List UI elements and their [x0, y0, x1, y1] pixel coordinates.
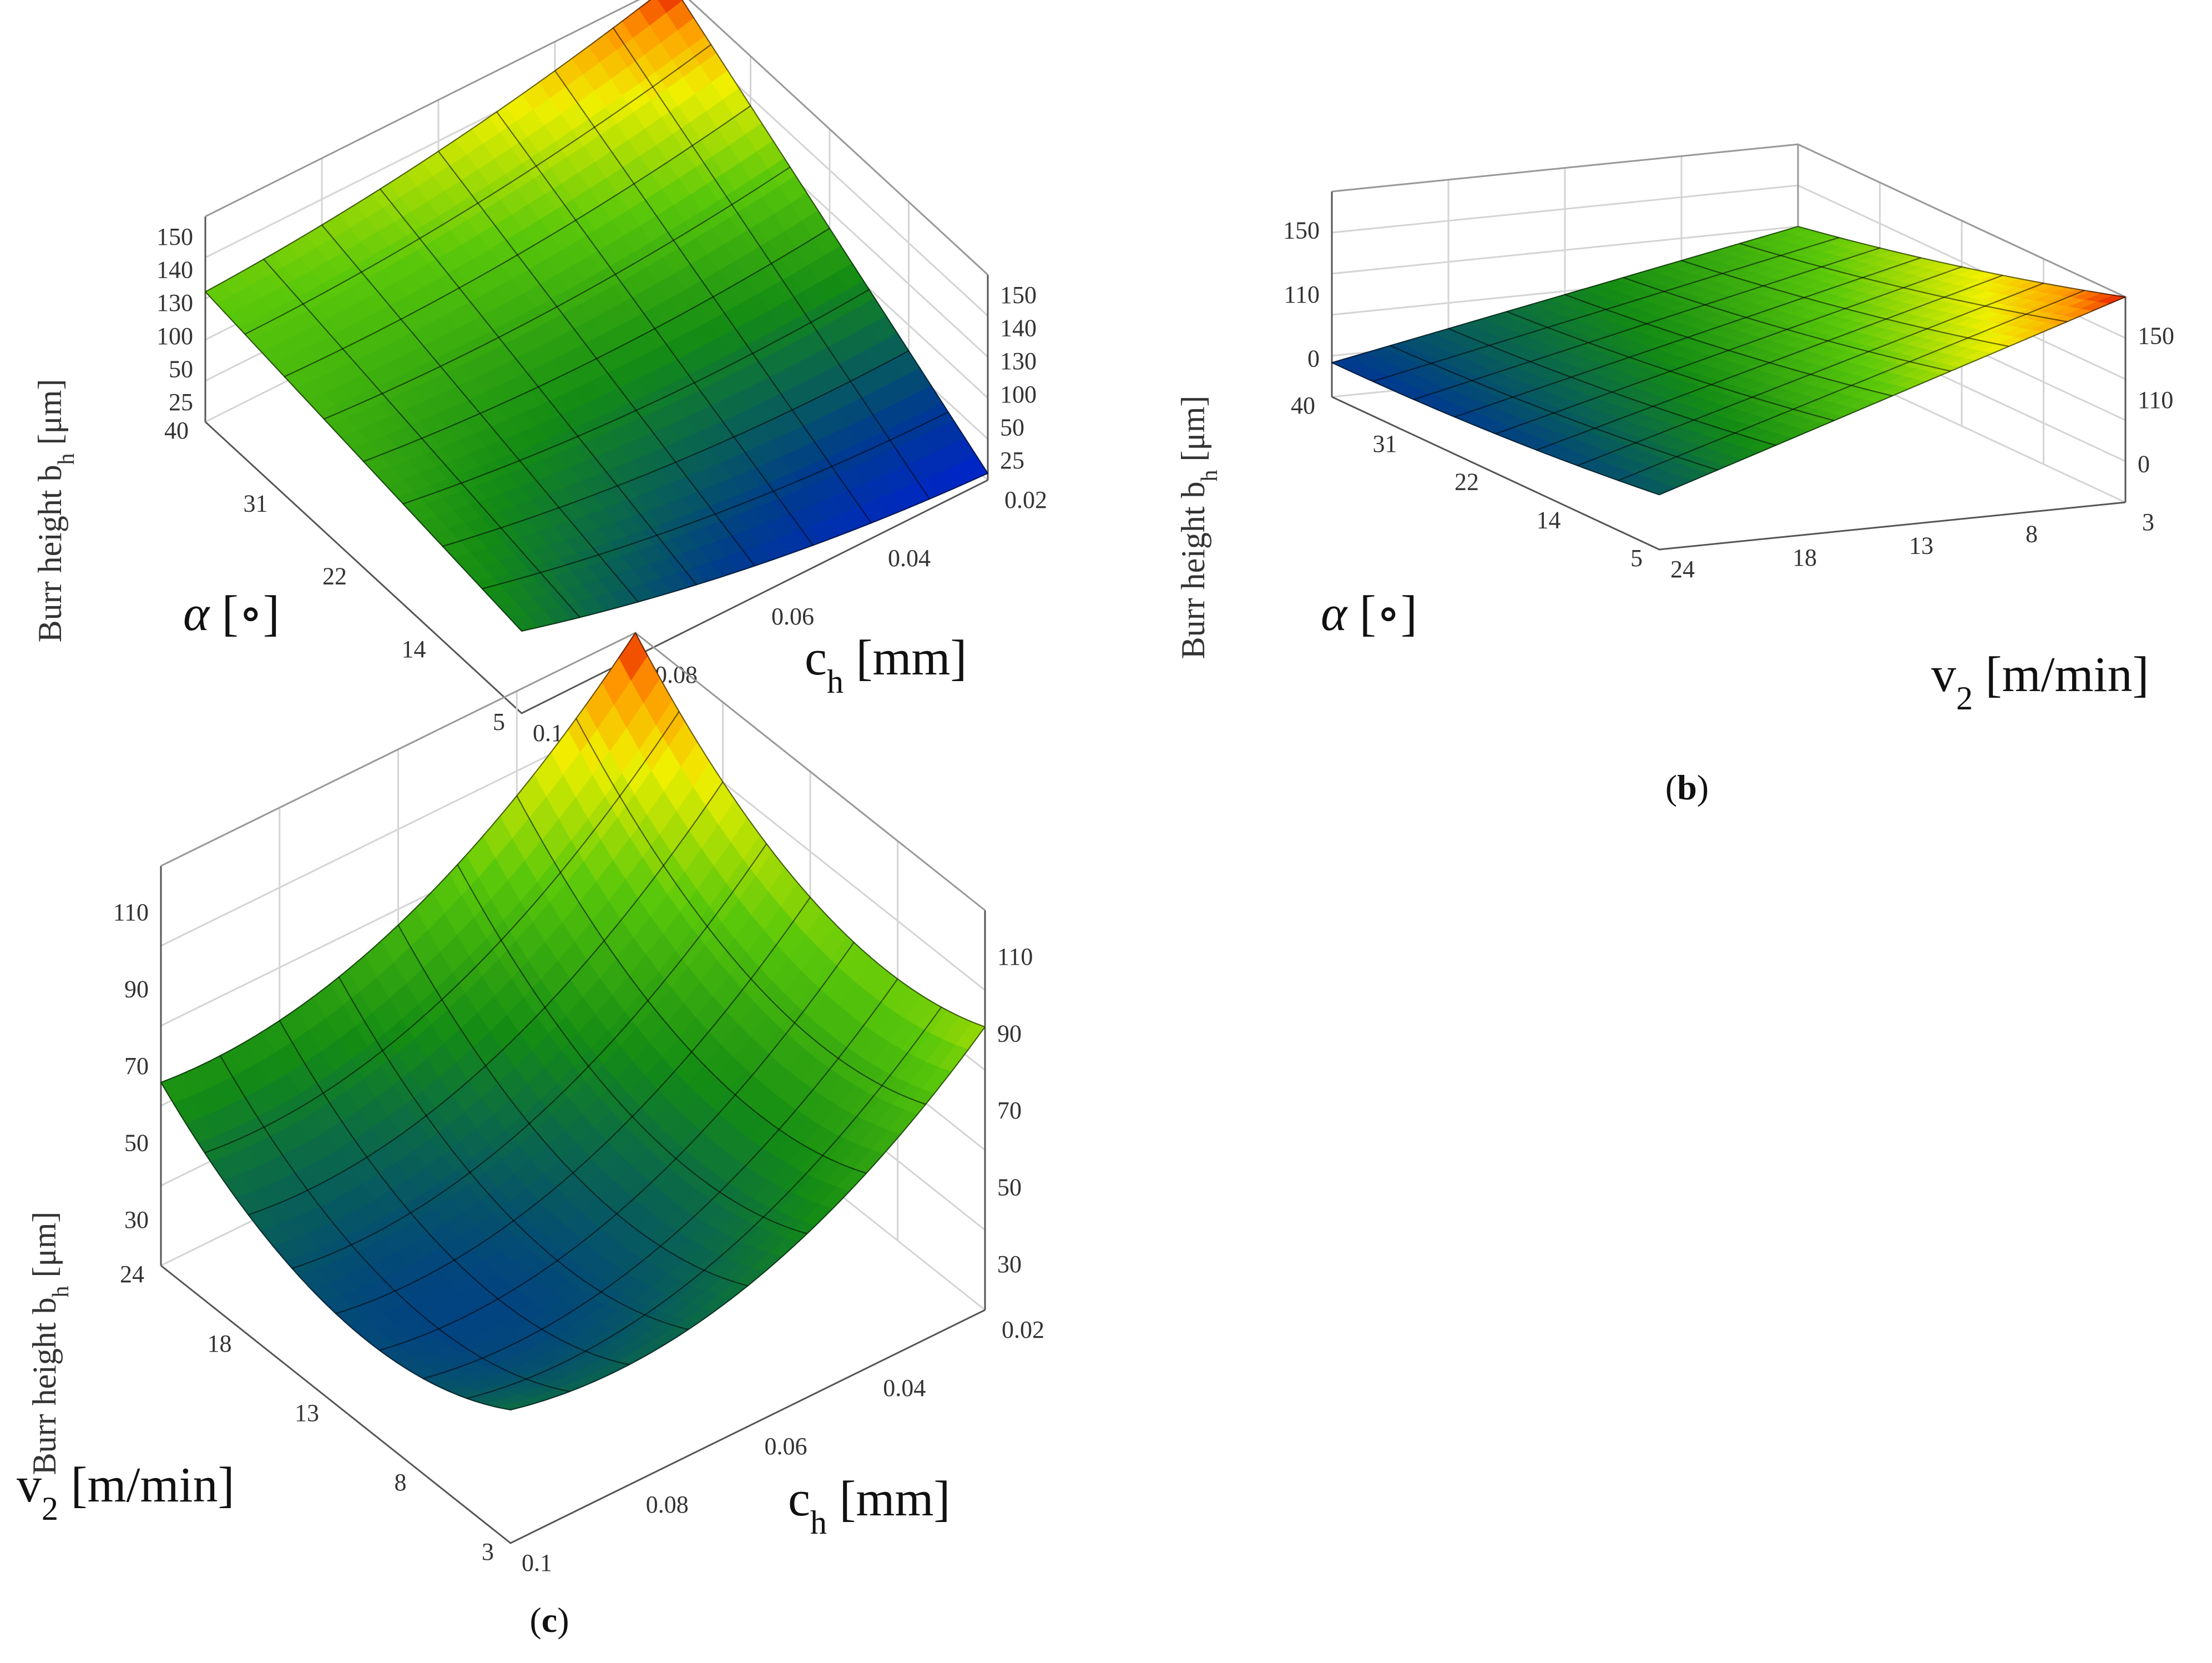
x-tick-label-b: 3 — [2142, 508, 2154, 536]
x-axis-label-c: ch [mm] — [788, 1471, 950, 1541]
surface-c — [160, 632, 986, 1410]
z-axis-label-b: Burr height bh [μm] — [1175, 396, 1223, 659]
z-tick-left-b: 0 — [1307, 345, 1320, 372]
x-tick-label-c: 0.08 — [646, 1491, 689, 1518]
z-tick-left-c: 70 — [124, 1052, 149, 1080]
x-tick-label-a: 0.04 — [888, 545, 931, 572]
z-tick-left-a: 150 — [156, 223, 193, 250]
z-tick-left-a: 50 — [169, 356, 193, 383]
y-tick-label-a: 40 — [164, 417, 189, 444]
x-tick-label-b: 18 — [1792, 544, 1817, 571]
y-tick-label-b: 5 — [1630, 545, 1643, 572]
z-tick-right-c: 90 — [997, 1020, 1022, 1047]
x-tick-label-c: 0.04 — [883, 1374, 926, 1402]
z-tick-right-c: 30 — [997, 1251, 1022, 1278]
y-tick-label-b: 22 — [1455, 468, 1479, 496]
y-tick-label-c: 8 — [395, 1469, 407, 1496]
surface-b — [1330, 226, 2127, 496]
floor-edge-c — [160, 1264, 986, 1544]
x-axis-label-b: v2 [m/min] — [1931, 647, 2149, 717]
z-tick-right-a: 50 — [1000, 414, 1024, 441]
y-tick-label-c: 3 — [482, 1538, 494, 1565]
y-axis-label-a: α [∘] — [183, 586, 280, 641]
floor-edge-a — [204, 421, 988, 714]
z-tick-right-a: 100 — [1000, 381, 1037, 408]
y-tick-label-b: 14 — [1537, 506, 1561, 533]
z-tick-right-a: 25 — [1000, 447, 1024, 474]
x-axis-label-a: ch [mm] — [805, 631, 967, 700]
z-tick-right-c: 50 — [997, 1173, 1022, 1201]
z-axis-label-c: Burr height bh [μm] — [26, 1212, 74, 1475]
chart-panel-a: 0.10.080.060.040.02514223140255010013014… — [32, 0, 1047, 807]
x-tick-label-b: 13 — [1909, 532, 1933, 560]
z-tick-left-a: 140 — [156, 256, 193, 283]
chart-panel-b: 24 18 13 8 3 5 14 22 31 40 0 110 150 0 110 150 Burr heig… — [1175, 143, 2174, 807]
y-tick-label-a: 5 — [493, 708, 505, 735]
x-tick-label-a: 0.02 — [1004, 486, 1047, 513]
y-tick-label-c: 13 — [295, 1399, 319, 1427]
surface-mesh-a — [205, 0, 988, 632]
x-tick-label-c: 0.02 — [1002, 1316, 1044, 1343]
x-tick-label-c: 0.06 — [765, 1433, 807, 1460]
z-tick-left-a: 25 — [169, 389, 193, 416]
y-tick-label-b: 31 — [1373, 430, 1397, 457]
z-tick-right-a: 140 — [1000, 314, 1037, 341]
z-tick-left-c: 30 — [124, 1206, 149, 1233]
y-tick-label-b: 40 — [1291, 392, 1315, 419]
z-tick-left-c: 90 — [124, 976, 149, 1003]
y-axis-label-c: v2 [m/min] — [17, 1458, 234, 1527]
floor-edge-b — [1331, 396, 2126, 551]
z-tick-right-c: 110 — [997, 943, 1033, 970]
z-tick-right-a: 130 — [1000, 347, 1037, 375]
y-tick-label-a: 31 — [244, 490, 268, 517]
z-tick-right-b: 110 — [2138, 386, 2173, 414]
z-axis-label-a: Burr height bh [μm] — [32, 379, 79, 643]
x-tick-label-b: 8 — [2026, 520, 2038, 547]
x-tick-label-b: 24 — [1670, 556, 1695, 583]
y-tick-label-c: 18 — [208, 1330, 232, 1357]
z-tick-left-a: 100 — [156, 322, 193, 350]
y-axis-label-b: α [∘] — [1321, 586, 1417, 641]
z-tick-left-b: 110 — [1284, 281, 1320, 308]
z-tick-left-b: 150 — [1283, 216, 1320, 244]
surface-a — [204, 0, 989, 632]
z-tick-left-a: 130 — [156, 289, 193, 316]
y-tick-label-a: 14 — [402, 636, 426, 663]
z-tick-right-a: 150 — [1000, 281, 1037, 309]
surface-mesh-c — [160, 632, 986, 1411]
z-tick-right-c: 70 — [997, 1097, 1022, 1124]
x-tick-label-c: 0.1 — [522, 1549, 552, 1576]
z-tick-right-b: 0 — [2138, 451, 2150, 478]
y-tick-label-a: 22 — [322, 563, 347, 590]
caption-b: (b) — [1665, 768, 1709, 807]
z-tick-left-c: 50 — [124, 1129, 149, 1156]
z-tick-right-b: 150 — [2138, 322, 2174, 349]
caption-c: (c) — [529, 1600, 569, 1640]
z-tick-left-c: 110 — [113, 899, 149, 926]
x-tick-label-a: 0.06 — [771, 603, 814, 630]
surface-mesh-b — [1331, 225, 2126, 496]
chart-panel-c: 0.1 0.08 0.06 0.04 0.02 3 8 13 18 24 30 50 70 90 110 30… — [17, 632, 1044, 1640]
y-tick-label-c: 24 — [120, 1261, 144, 1288]
